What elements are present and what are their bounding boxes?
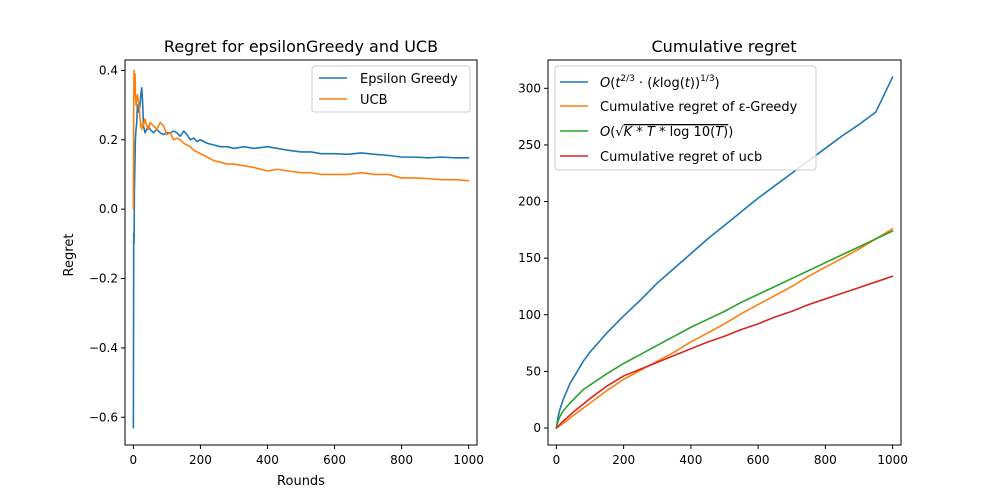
left-x-tick-label: 200 [189,453,212,467]
right-x-tick-label: 1000 [877,453,908,467]
right-y-tick-label: 0 [533,421,541,435]
right-legend-box [554,65,817,171]
series-line-right-1 [555,76,894,429]
legend-label-epsilon-greedy-cumulative: Cumulative regret of ε-Greedy [600,100,798,115]
left-x-ticks: 0 200 400 600 800 1000 [130,445,484,467]
right-chart-title: Cumulative regret [652,37,797,56]
left-y-tick-label: −0.6 [89,410,118,424]
right-series [555,76,894,429]
right-plot-frame [547,59,902,446]
left-chart-title: Regret for epsilonGreedy and UCB [164,37,438,56]
right-x-ticks: 0 200 400 600 800 1000 [553,445,908,467]
right-y-tick-label: 100 [518,308,541,322]
left-y-axis-label: Regret [62,234,77,277]
right-y-tick-label: 50 [526,364,541,378]
left-y-tick-label: −0.4 [89,341,118,355]
legend-label-ucb-cumulative: Cumulative regret of ucb [600,150,762,165]
left-series [132,69,470,429]
legend-label-sqrt-bound: O(√K * T * log 10(T)) [600,125,733,140]
right-x-tick-label: 600 [747,453,770,467]
right-x-tick-label: 0 [553,453,561,467]
right-panel: Cumulative regret 0 200 400 600 800 1000 0 50 1… [518,37,908,467]
right-x-tick-label: 200 [612,453,635,467]
left-y-tick-label: 0.4 [99,63,118,77]
legend-label-ucb: UCB [360,93,388,108]
left-plot-frame [124,59,478,446]
right-y-tick-label: 250 [518,138,541,152]
left-y-tick-label: 0.0 [99,202,118,216]
series-line-left-2 [132,69,470,210]
left-y-ticks: −0.6 −0.4 −0.2 0.0 0.2 0.4 [89,63,125,424]
right-y-tick-label: 300 [518,81,541,95]
left-panel: Regret for epsilonGreedy and UCB Rounds … [62,37,484,489]
right-y-ticks: 0 50 100 150 200 250 300 [518,81,548,435]
left-x-tick-label: 800 [390,453,413,467]
series-line-right-4 [555,275,894,429]
left-legend: Epsilon Greedy UCB [311,65,471,113]
left-y-tick-label: −0.2 [89,272,118,286]
left-x-tick-label: 600 [323,453,346,467]
left-legend-box [311,65,471,113]
left-y-tick-label: 0.2 [99,133,118,147]
series-line-left-1 [132,86,470,429]
right-y-tick-label: 150 [518,251,541,265]
legend-label-epsilon-greedy: Epsilon Greedy [360,72,458,87]
left-x-axis-label: Rounds [277,474,325,489]
series-line-right-3 [555,230,894,429]
left-x-tick-label: 0 [130,453,138,467]
left-x-tick-label: 400 [256,453,279,467]
right-y-tick-label: 200 [518,195,541,209]
left-x-tick-label: 1000 [453,453,484,467]
right-legend: O(t2/3 · (klog(t))1/3) Cumulative regret… [554,65,817,171]
right-x-tick-label: 400 [679,453,702,467]
series-line-right-2 [555,227,894,429]
right-x-tick-label: 800 [814,453,837,467]
